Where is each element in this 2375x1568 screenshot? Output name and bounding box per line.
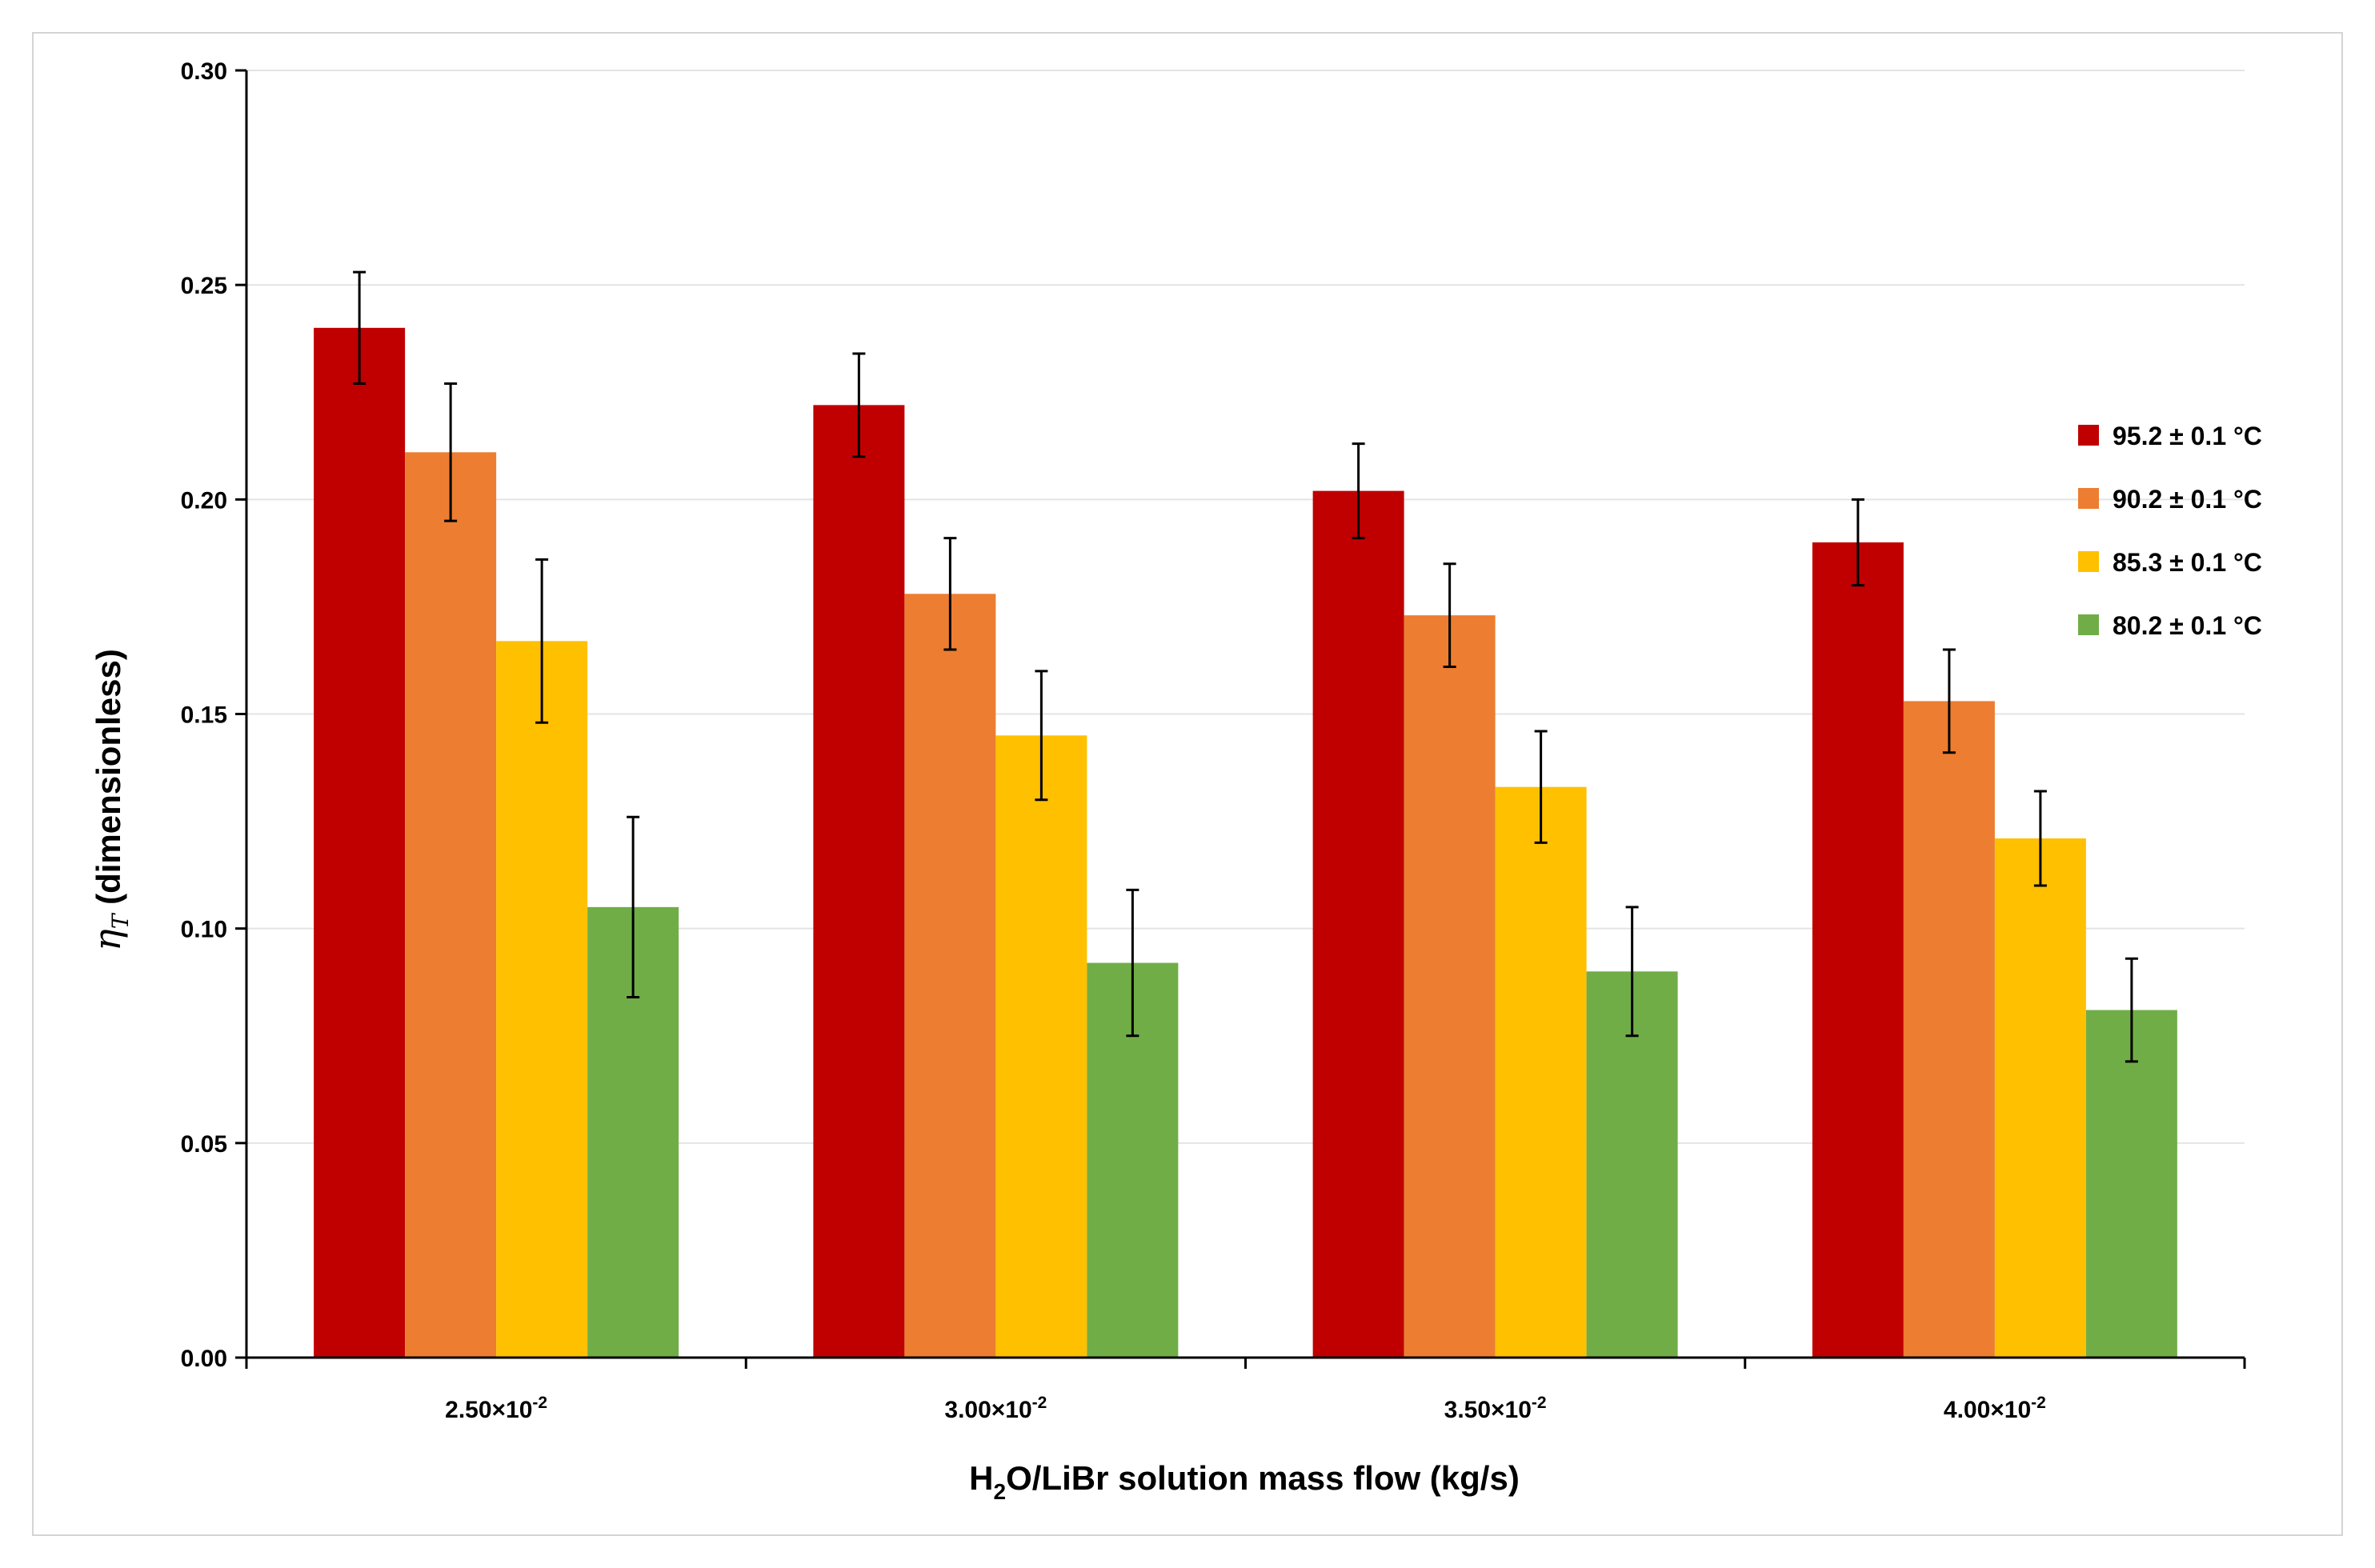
x-category-label: 4.00×10-2 (1944, 1394, 2046, 1423)
bar (813, 405, 905, 1358)
legend-label: 80.2 ± 0.1 °C (2113, 611, 2262, 640)
y-tick-label: 0.05 (181, 1131, 227, 1158)
y-tick-label: 0.25 (181, 273, 227, 299)
y-tick-label: 0.30 (181, 58, 227, 85)
y-tick-label: 0.20 (181, 487, 227, 514)
bar (405, 452, 497, 1358)
bar (1994, 838, 2086, 1358)
bar (995, 735, 1087, 1358)
legend: 95.2 ± 0.1 °C 90.2 ± 0.1 °C 85.3 ± 0.1 °C 8… (2078, 422, 2262, 640)
x-axis-title: H2O/LiBr solution mass flow (kg/s) (969, 1459, 1520, 1504)
x-category-label: 2.50×10-2 (445, 1394, 547, 1423)
legend-swatch (2078, 425, 2099, 446)
x-category-label: 3.50×10-2 (1444, 1394, 1547, 1423)
y-tick-label: 0.15 (181, 702, 227, 729)
bar (1812, 542, 1904, 1358)
bar (314, 327, 406, 1358)
bar (1404, 615, 1496, 1358)
x-category-labels: 2.50×10-2 3.00×10-2 3.50×10-2 4.00×10-2 (445, 1394, 2046, 1423)
y-axis-title: ηT (dimensionless) (86, 649, 134, 951)
bar (496, 641, 588, 1358)
bars (314, 327, 2177, 1358)
legend-label: 90.2 ± 0.1 °C (2113, 485, 2262, 514)
bar (904, 594, 996, 1358)
axes (235, 69, 2246, 1369)
legend-swatch (2078, 488, 2099, 509)
bar (1312, 490, 1404, 1358)
bar (1903, 701, 1995, 1358)
error-bars (353, 270, 2138, 1063)
legend-swatch (2078, 614, 2099, 635)
legend-swatch (2078, 551, 2099, 572)
bar (1495, 786, 1587, 1358)
legend-label: 85.3 ± 0.1 °C (2113, 548, 2262, 577)
legend-label: 95.2 ± 0.1 °C (2113, 422, 2262, 450)
bar (2085, 1010, 2177, 1358)
y-tick-label: 0.10 (181, 917, 227, 943)
x-category-label: 3.00×10-2 (944, 1394, 1047, 1423)
y-tick-labels: 0.00 0.05 0.10 0.15 0.20 0.25 0.30 (181, 58, 227, 1372)
y-tick-label: 0.00 (181, 1346, 227, 1372)
